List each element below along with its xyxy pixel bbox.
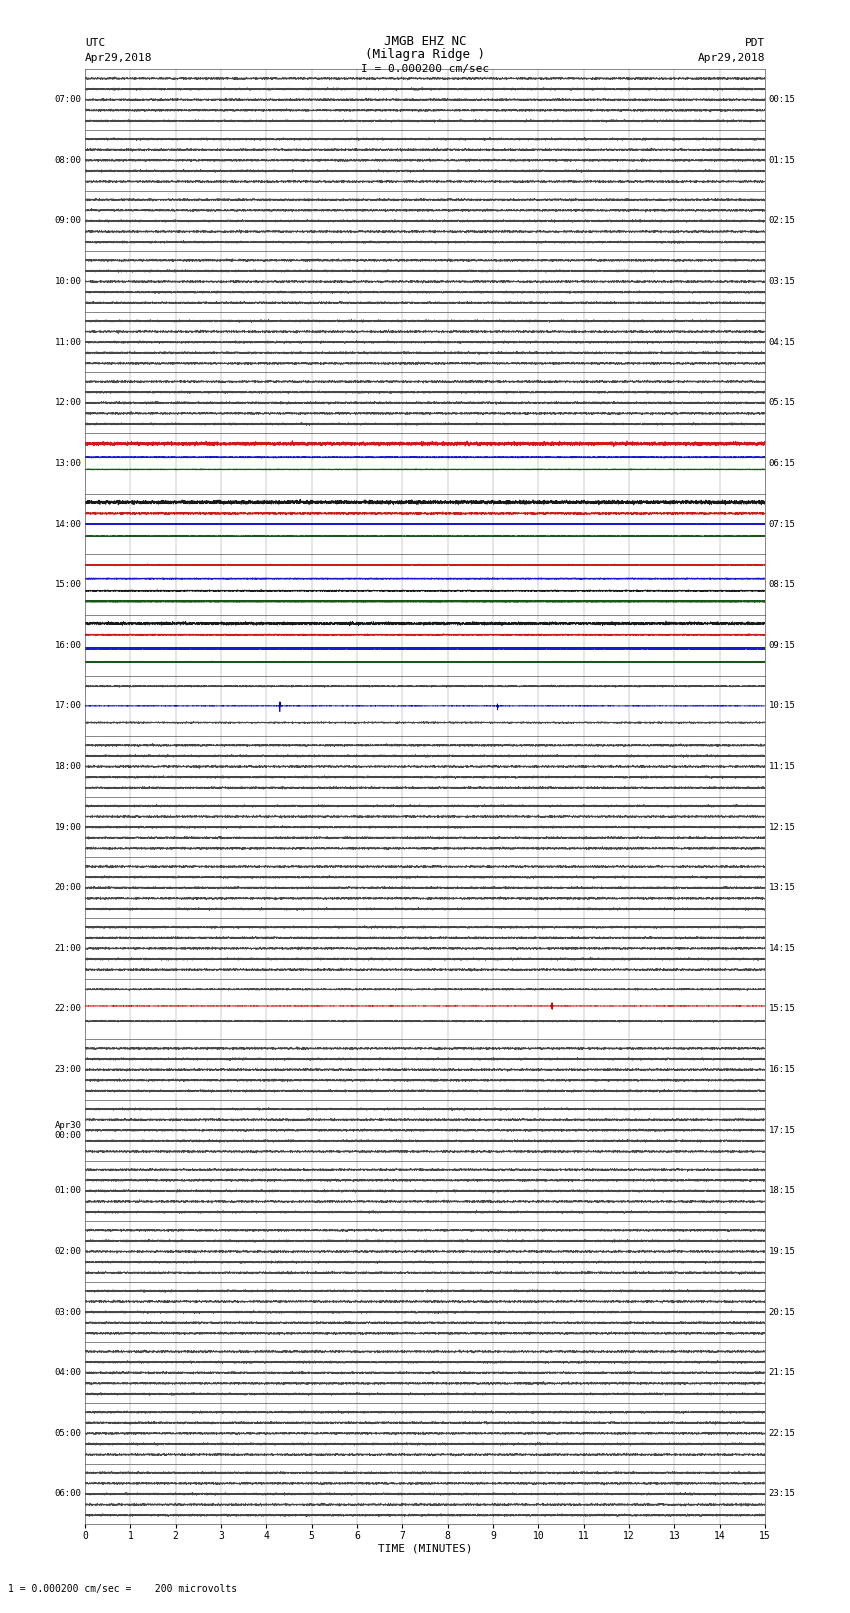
Text: 12:15: 12:15: [768, 823, 796, 832]
Text: 19:00: 19:00: [54, 823, 82, 832]
Text: 21:15: 21:15: [768, 1368, 796, 1378]
Text: 11:15: 11:15: [768, 761, 796, 771]
Text: 17:15: 17:15: [768, 1126, 796, 1134]
Text: 16:00: 16:00: [54, 640, 82, 650]
Text: 17:00: 17:00: [54, 702, 82, 710]
Text: 1 = 0.000200 cm/sec =    200 microvolts: 1 = 0.000200 cm/sec = 200 microvolts: [8, 1584, 238, 1594]
Text: 03:00: 03:00: [54, 1308, 82, 1316]
Text: 23:00: 23:00: [54, 1065, 82, 1074]
Text: 14:00: 14:00: [54, 519, 82, 529]
Text: 10:15: 10:15: [768, 702, 796, 710]
Text: PDT: PDT: [745, 39, 765, 48]
Text: 06:00: 06:00: [54, 1489, 82, 1498]
Text: 13:15: 13:15: [768, 884, 796, 892]
Text: UTC: UTC: [85, 39, 105, 48]
Text: 05:15: 05:15: [768, 398, 796, 406]
Text: Apr29,2018: Apr29,2018: [85, 53, 152, 63]
Text: 07:00: 07:00: [54, 95, 82, 105]
Text: 14:15: 14:15: [768, 944, 796, 953]
Text: 20:00: 20:00: [54, 884, 82, 892]
Text: 23:15: 23:15: [768, 1489, 796, 1498]
Text: 02:15: 02:15: [768, 216, 796, 226]
Text: 18:00: 18:00: [54, 761, 82, 771]
Text: 20:15: 20:15: [768, 1308, 796, 1316]
Text: 02:00: 02:00: [54, 1247, 82, 1257]
Text: (Milagra Ridge ): (Milagra Ridge ): [365, 48, 485, 61]
Text: 09:00: 09:00: [54, 216, 82, 226]
Text: 12:00: 12:00: [54, 398, 82, 406]
Text: 07:15: 07:15: [768, 519, 796, 529]
Text: JMGB EHZ NC: JMGB EHZ NC: [383, 35, 467, 48]
Text: 10:00: 10:00: [54, 277, 82, 286]
Text: 18:15: 18:15: [768, 1187, 796, 1195]
Text: 19:15: 19:15: [768, 1247, 796, 1257]
Text: 00:15: 00:15: [768, 95, 796, 105]
Text: I = 0.000200 cm/sec: I = 0.000200 cm/sec: [361, 65, 489, 74]
Text: 11:00: 11:00: [54, 337, 82, 347]
Text: Apr30
00:00: Apr30 00:00: [54, 1121, 82, 1140]
Text: 22:15: 22:15: [768, 1429, 796, 1437]
Text: 08:15: 08:15: [768, 581, 796, 589]
Text: 01:00: 01:00: [54, 1187, 82, 1195]
Text: 16:15: 16:15: [768, 1065, 796, 1074]
Text: 03:15: 03:15: [768, 277, 796, 286]
Text: 15:15: 15:15: [768, 1005, 796, 1013]
Text: 15:00: 15:00: [54, 581, 82, 589]
Text: 09:15: 09:15: [768, 640, 796, 650]
Text: Apr29,2018: Apr29,2018: [698, 53, 765, 63]
Text: 13:00: 13:00: [54, 460, 82, 468]
Text: 05:00: 05:00: [54, 1429, 82, 1437]
Text: TIME (MINUTES): TIME (MINUTES): [377, 1544, 473, 1553]
Text: 21:00: 21:00: [54, 944, 82, 953]
Text: 22:00: 22:00: [54, 1005, 82, 1013]
Text: 06:15: 06:15: [768, 460, 796, 468]
Text: 04:15: 04:15: [768, 337, 796, 347]
Text: 08:00: 08:00: [54, 156, 82, 165]
Text: 01:15: 01:15: [768, 156, 796, 165]
Text: 04:00: 04:00: [54, 1368, 82, 1378]
